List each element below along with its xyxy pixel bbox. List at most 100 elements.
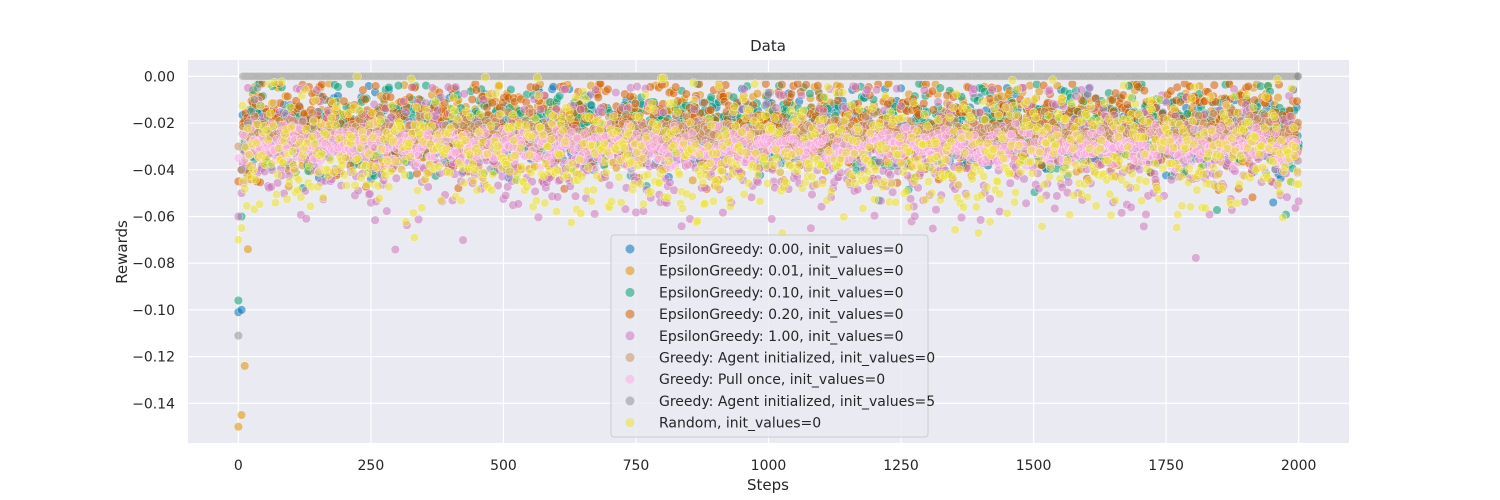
data-point bbox=[1268, 197, 1278, 207]
data-point bbox=[1126, 202, 1136, 212]
data-point bbox=[976, 215, 986, 225]
data-point bbox=[739, 84, 749, 94]
data-point bbox=[969, 84, 979, 94]
data-point bbox=[590, 209, 600, 219]
data-point bbox=[236, 410, 247, 420]
data-point bbox=[931, 205, 941, 215]
data-point bbox=[1050, 203, 1060, 214]
data-point bbox=[806, 223, 816, 233]
data-point bbox=[1085, 83, 1095, 93]
data-point bbox=[576, 104, 586, 114]
data-point bbox=[283, 91, 293, 102]
data-point bbox=[892, 84, 902, 94]
data-point bbox=[459, 89, 469, 99]
data-point bbox=[625, 91, 635, 101]
data-point bbox=[718, 208, 728, 218]
data-point bbox=[433, 105, 443, 115]
data-point bbox=[658, 107, 669, 117]
data-point bbox=[390, 244, 400, 255]
data-point bbox=[535, 104, 546, 114]
data-point bbox=[593, 92, 603, 102]
data-point bbox=[233, 422, 243, 432]
data-point bbox=[360, 94, 370, 105]
data-point bbox=[630, 98, 640, 109]
data-point bbox=[345, 79, 355, 89]
data-point bbox=[777, 80, 787, 90]
data-point bbox=[1209, 80, 1219, 90]
data-point bbox=[1044, 85, 1055, 95]
data-point bbox=[570, 191, 581, 201]
data-point bbox=[401, 107, 411, 117]
data-point bbox=[451, 82, 461, 92]
data-point bbox=[333, 82, 343, 92]
data-point bbox=[933, 97, 943, 107]
data-point bbox=[888, 187, 898, 197]
data-point bbox=[611, 87, 621, 98]
data-point bbox=[233, 211, 243, 222]
data-point bbox=[805, 89, 815, 99]
data-point bbox=[1240, 197, 1250, 207]
data-point bbox=[869, 211, 880, 221]
data-point bbox=[1247, 192, 1258, 202]
data-point bbox=[763, 89, 774, 99]
data-point bbox=[458, 235, 468, 245]
data-point bbox=[533, 212, 543, 222]
data-point bbox=[985, 194, 995, 204]
data-point bbox=[786, 89, 796, 99]
data-point bbox=[382, 206, 392, 216]
data-point bbox=[1273, 93, 1283, 103]
data-point bbox=[1139, 86, 1149, 96]
data-point bbox=[872, 85, 882, 95]
data-point bbox=[928, 105, 938, 115]
data-point bbox=[706, 105, 716, 115]
data-point bbox=[591, 85, 601, 95]
data-point bbox=[552, 192, 563, 202]
data-point bbox=[807, 189, 817, 200]
data-point bbox=[243, 83, 253, 93]
data-point bbox=[813, 81, 823, 91]
data-point bbox=[530, 186, 540, 196]
data-point bbox=[1139, 221, 1149, 231]
data-point bbox=[294, 101, 304, 111]
data-point bbox=[681, 89, 691, 99]
data-point bbox=[995, 206, 1005, 217]
data-point bbox=[391, 173, 401, 183]
data-point bbox=[671, 82, 681, 92]
data-point bbox=[501, 190, 511, 201]
data-point bbox=[513, 199, 523, 209]
data-point bbox=[358, 85, 368, 95]
data-point bbox=[935, 83, 945, 93]
data-point bbox=[761, 79, 771, 89]
data-point bbox=[603, 84, 613, 94]
data-point bbox=[301, 214, 311, 224]
data-point bbox=[407, 82, 417, 92]
data-point bbox=[393, 81, 404, 91]
data-point bbox=[688, 175, 698, 185]
data-point bbox=[487, 98, 497, 108]
data-point bbox=[752, 89, 762, 99]
data-point bbox=[896, 101, 906, 111]
data-point bbox=[767, 214, 777, 224]
data-point bbox=[1250, 95, 1260, 105]
data-point bbox=[689, 105, 699, 115]
data-point bbox=[1212, 205, 1222, 215]
data-point bbox=[384, 82, 394, 93]
data-point bbox=[919, 98, 929, 109]
data-point bbox=[677, 221, 687, 231]
data-point bbox=[370, 215, 380, 225]
data-point bbox=[1292, 96, 1302, 106]
data-point bbox=[910, 211, 920, 221]
data-point bbox=[1021, 198, 1031, 208]
data-point bbox=[761, 99, 771, 109]
data-point bbox=[1005, 178, 1015, 188]
data-point bbox=[987, 85, 997, 95]
data-point bbox=[1150, 174, 1161, 185]
data-point bbox=[771, 103, 781, 113]
data-points bbox=[233, 71, 1304, 432]
data-point bbox=[801, 80, 811, 90]
data-point bbox=[699, 98, 709, 108]
data-point bbox=[850, 82, 860, 92]
data-point bbox=[631, 207, 641, 217]
data-point bbox=[240, 361, 250, 371]
